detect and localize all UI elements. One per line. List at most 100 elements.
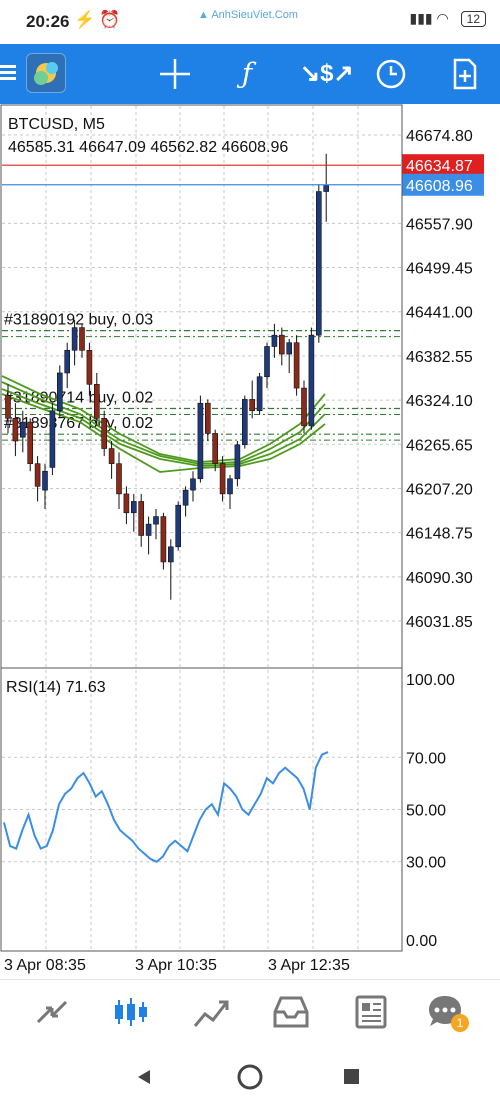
- indicators-icon[interactable]: ƒ: [241, 57, 253, 90]
- rsi-panel-frame: [0, 667, 403, 952]
- menu-icon[interactable]: [0, 62, 16, 86]
- price-tick-label: 46324.10: [406, 393, 473, 410]
- price-tick-label: 46207.20: [406, 481, 473, 498]
- back-icon[interactable]: [138, 1070, 150, 1084]
- crosshair-icon[interactable]: [157, 56, 193, 92]
- status-time: 20:26: [26, 12, 70, 31]
- price-tick-label: 46557.90: [406, 216, 473, 233]
- app-logo[interactable]: [26, 53, 66, 93]
- bid-price-box: [402, 173, 484, 196]
- history-icon[interactable]: [271, 992, 311, 1032]
- order-label: #31890192 buy, 0.03: [4, 312, 153, 329]
- battery-icon: 12: [460, 11, 486, 27]
- candle-body: [34, 463, 41, 487]
- chart-area[interactable]: #31890192 buy, 0.03 #31890714 buy, 0.02 #3…: [0, 104, 500, 979]
- candle-body: [94, 383, 100, 419]
- ask-price-label: 46634.87: [406, 158, 473, 175]
- ask-price-box: [402, 154, 484, 177]
- candle-body: [227, 478, 233, 495]
- candle-body: [42, 470, 48, 491]
- price-tick-label: 46148.75: [406, 526, 473, 543]
- price-chart[interactable]: #31890192 buy, 0.03#31890714 buy, 0.02#3…: [0, 104, 500, 979]
- candle-body: [101, 418, 107, 449]
- bottom-navigation: 1: [0, 979, 500, 1042]
- watermark: ▲ AnhSieuViet.Com: [198, 9, 298, 21]
- toolbar: ƒ ↘$↗: [0, 44, 500, 104]
- candle-body: [64, 349, 70, 374]
- ohlc-values: 46585.31 46647.09 46562.82 46608.96: [8, 139, 288, 156]
- candle-body: [308, 334, 315, 427]
- price-tick-label: 46382.55: [406, 349, 473, 366]
- rsi-tick-label: 30.00: [406, 855, 446, 872]
- status-indicators: ▮▮▮ ◠ 12: [410, 10, 486, 27]
- rsi-tick-label: 0.00: [406, 933, 437, 950]
- candle-body: [256, 376, 263, 412]
- price-tick-label: 46499.45: [406, 261, 473, 278]
- home-icon[interactable]: [237, 1064, 263, 1090]
- rsi-line: [3, 751, 329, 863]
- candle-body: [79, 327, 85, 351]
- bid-price-label: 46608.96: [406, 178, 473, 195]
- candle-body: [175, 504, 181, 548]
- trade-icon[interactable]: [191, 992, 231, 1032]
- candle-body: [116, 463, 122, 495]
- candle-body: [278, 334, 285, 355]
- signal-icon: ▮▮▮: [409, 10, 433, 26]
- timeframe-icon[interactable]: [373, 56, 409, 92]
- messages-icon[interactable]: 1: [425, 992, 469, 1032]
- candle-body: [190, 478, 196, 491]
- candle-body: [131, 501, 137, 514]
- status-bar: 20:26 ⚡⏰ ▲ AnhSieuViet.Com ▮▮▮ ◠ 12: [0, 0, 500, 44]
- candle-body: [160, 516, 167, 563]
- candle-body: [27, 421, 34, 464]
- candle-body: [71, 327, 78, 351]
- notification-icons: ⚡⏰: [74, 10, 125, 29]
- candle-body: [219, 463, 226, 495]
- rsi-tick-label: 70.00: [406, 750, 446, 767]
- quotes-icon[interactable]: [32, 992, 72, 1032]
- candle-body: [197, 402, 204, 480]
- candle-body: [153, 516, 159, 525]
- price-tick-label: 46441.00: [406, 305, 473, 322]
- candle-body: [145, 523, 152, 536]
- candle-body: [323, 185, 330, 192]
- messages-badge: 1: [451, 1014, 469, 1032]
- recents-icon[interactable]: [344, 1069, 359, 1084]
- price-tick-label: 46031.85: [406, 614, 473, 631]
- order-label: #31893767 buy, 0.02: [4, 415, 153, 432]
- candle-body: [264, 346, 270, 378]
- rsi-tick-label: 50.00: [406, 803, 446, 820]
- rsi-tick-label: 100.00: [406, 672, 455, 689]
- news-icon[interactable]: [351, 992, 391, 1032]
- candle-body: [234, 444, 241, 480]
- rsi-title: RSI(14) 71.63: [6, 679, 106, 696]
- candle-body: [271, 334, 278, 347]
- wifi-icon: ◠: [436, 10, 449, 26]
- candle-body: [12, 418, 19, 442]
- candle-body: [123, 493, 130, 514]
- candle-body: [86, 349, 93, 385]
- candle-body: [19, 421, 26, 438]
- candle-body: [49, 410, 56, 468]
- candle-body: [5, 395, 11, 419]
- time-label: 3 Apr 08:35: [4, 957, 86, 974]
- candle-body: [205, 402, 211, 434]
- price-tick-label: 46674.80: [406, 128, 473, 145]
- candle-body: [286, 342, 293, 355]
- candle-body: [168, 546, 174, 563]
- price-tick-label: 46265.65: [406, 437, 473, 454]
- time-label: 3 Apr 10:35: [135, 957, 217, 974]
- candle-body: [212, 433, 218, 464]
- candle-body: [242, 399, 248, 446]
- candle-body: [249, 399, 255, 412]
- candle-body: [301, 387, 307, 427]
- new-order-icon[interactable]: [446, 56, 482, 92]
- time-label: 3 Apr 12:35: [268, 957, 350, 974]
- candle-body: [56, 372, 63, 412]
- candle-body: [293, 342, 300, 389]
- symbol-switch-icon[interactable]: ↘$↗: [300, 60, 354, 87]
- chart-icon[interactable]: [111, 992, 151, 1032]
- system-navigation: [0, 1041, 500, 1111]
- candle-body: [138, 501, 144, 536]
- candle-body: [108, 448, 115, 464]
